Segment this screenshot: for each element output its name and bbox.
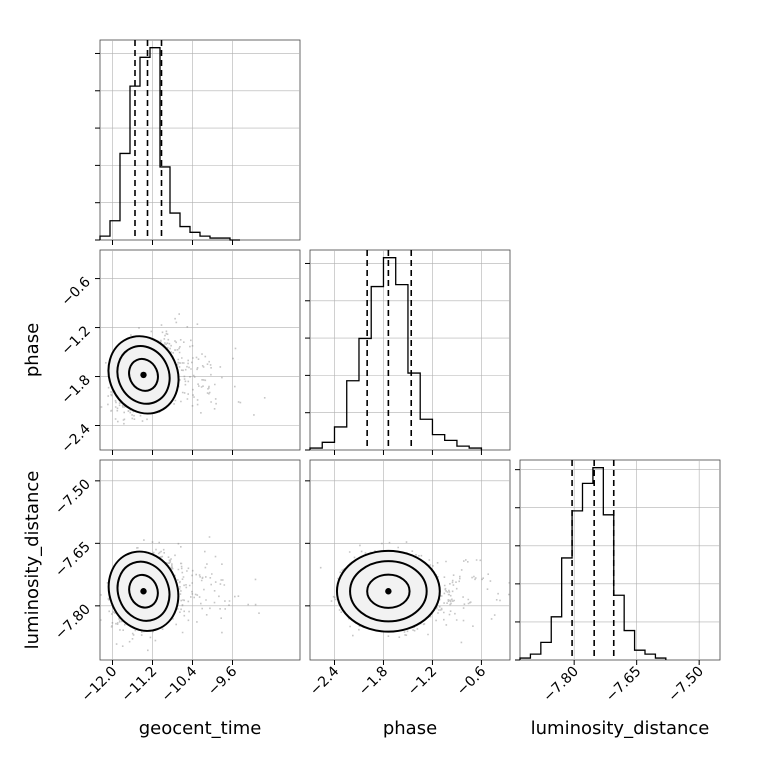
scatter-geocent-time-vs-luminosity-distance-ytick-label-1: −7.65 [52,539,94,581]
scatter-phase-vs-luminosity-distance-peak [385,588,392,595]
scatter-geocent-time-vs-luminosity-distance-ytick-label-0: −7.80 [52,601,94,643]
scatter-geocent-time-vs-phase-ytick-label-1: −1.8 [58,372,93,407]
scatter-geocent-time-vs-phase-contour-1 [116,345,171,405]
y-label-luminosity-distance: luminosity_distance [22,471,43,650]
hist-luminosity-distance-xtick-label-2: −7.50 [665,664,707,706]
x-label-geocent-time: geocent_time [139,718,262,739]
scatter-geocent-time-vs-phase-contour-2 [107,335,180,415]
scatter-phase-vs-luminosity-distance-xtick-label-3: −0.6 [454,663,489,698]
scatter-geocent-time-vs-phase-contour-0 [128,357,159,392]
scatter-geocent-time-vs-luminosity-distance-xtick-label-1: −11.2 [119,664,161,706]
scatter-geocent-time-vs-luminosity-distance-contour-1 [116,560,171,622]
scatter-phase-vs-luminosity-distance-xtick-label-1: −1.8 [356,664,391,699]
hist-luminosity-distance-xtick-label-1: −7.65 [603,664,645,706]
scatter-geocent-time-vs-luminosity-distance-points [100,536,260,652]
scatter-geocent-time-vs-phase-ytick-label-3: −0.6 [58,274,93,309]
scatter-phase-vs-luminosity-distance-contour-2 [335,549,441,633]
hist-luminosity-distance-xtick-label-0: −7.80 [540,664,582,706]
hist-phase-steps [309,257,483,450]
hist-luminosity-distance-panel [519,459,721,661]
hist-geocent-time-frame [99,39,301,241]
x-label-phase: phase [383,718,437,739]
scatter-geocent-time-vs-phase-peak [140,371,147,379]
scatter-phase-vs-luminosity-distance-content [319,541,510,644]
scatter-geocent-time-vs-luminosity-distance-peak [140,588,147,595]
scatter-phase-vs-luminosity-distance-xtick-label-2: −1.2 [405,664,440,699]
hist-geocent-time-steps [99,47,240,241]
scatter-phase-vs-luminosity-distance-contour-1 [349,560,428,623]
scatter-geocent-time-vs-luminosity-distance-content [100,536,260,652]
hist-phase-frame [309,249,511,451]
hist-geocent-time-panel [99,39,301,241]
scatter-geocent-time-vs-luminosity-distance-contour-0 [128,573,159,609]
hist-phase-panel [309,249,511,451]
scatter-geocent-time-vs-luminosity-distance-xtick-label-2: −10.4 [159,663,201,705]
scatter-phase-vs-luminosity-distance-xtick-label-0: −2.4 [307,663,342,698]
scatter-geocent-time-vs-phase-ytick-label-2: −1.2 [58,323,93,358]
hist-luminosity-distance-frame [519,459,721,661]
scatter-geocent-time-vs-luminosity-distance-contour-2 [107,550,180,632]
y-label-phase: phase [22,323,43,377]
scatter-geocent-time-vs-luminosity-distance-ytick-label-2: −7.50 [52,476,94,518]
scatter-geocent-time-vs-phase-content [100,313,266,425]
scatter-geocent-time-vs-luminosity-distance-xtick-label-3: −9.6 [205,663,240,698]
scatter-geocent-time-vs-phase-ytick-label-0: −2.4 [58,421,93,456]
x-label-luminosity-distance: luminosity_distance [531,718,710,739]
hist-luminosity-distance-steps [519,467,667,660]
scatter-geocent-time-vs-luminosity-distance-xtick-label-0: −12.0 [79,664,121,706]
scatter-phase-vs-luminosity-distance-contour-0 [366,573,411,609]
